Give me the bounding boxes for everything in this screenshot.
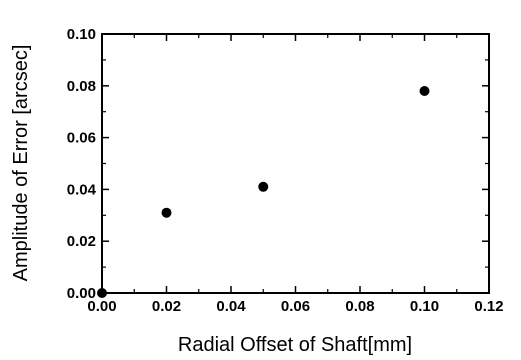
axis-ticks — [101, 33, 490, 294]
data-point — [161, 207, 172, 218]
y-tick-label: 0.00 — [67, 285, 96, 302]
y-tick-labels: 0.00 0.02 0.04 0.06 0.08 0.10 — [67, 26, 97, 302]
x-tick-label: 0.06 — [281, 298, 310, 315]
x-tick-label: 0.00 — [87, 298, 116, 315]
y-tick-label: 0.06 — [67, 130, 96, 147]
plot-frame — [101, 33, 490, 294]
data-point — [97, 288, 107, 298]
x-tick-label: 0.12 — [474, 298, 503, 315]
y-tick-label: 0.08 — [67, 78, 96, 95]
x-axis-title: Radial Offset of Shaft[mm] — [178, 334, 412, 356]
data-point — [258, 181, 269, 192]
y-tick-label: 0.04 — [67, 181, 97, 198]
y-axis-title: Amplitude of Error [arcsec] — [10, 45, 32, 282]
x-tick-label: 0.08 — [345, 298, 374, 315]
data-point — [419, 85, 430, 96]
y-tick-label: 0.10 — [67, 26, 96, 43]
y-tick-label: 0.02 — [67, 233, 96, 250]
x-tick-label: 0.10 — [410, 298, 439, 315]
x-tick-label: 0.04 — [216, 298, 246, 315]
x-tick-labels: 0.00 0.02 0.04 0.06 0.08 0.10 0.12 — [87, 298, 503, 315]
data-points — [97, 85, 430, 298]
x-tick-label: 0.02 — [152, 298, 181, 315]
